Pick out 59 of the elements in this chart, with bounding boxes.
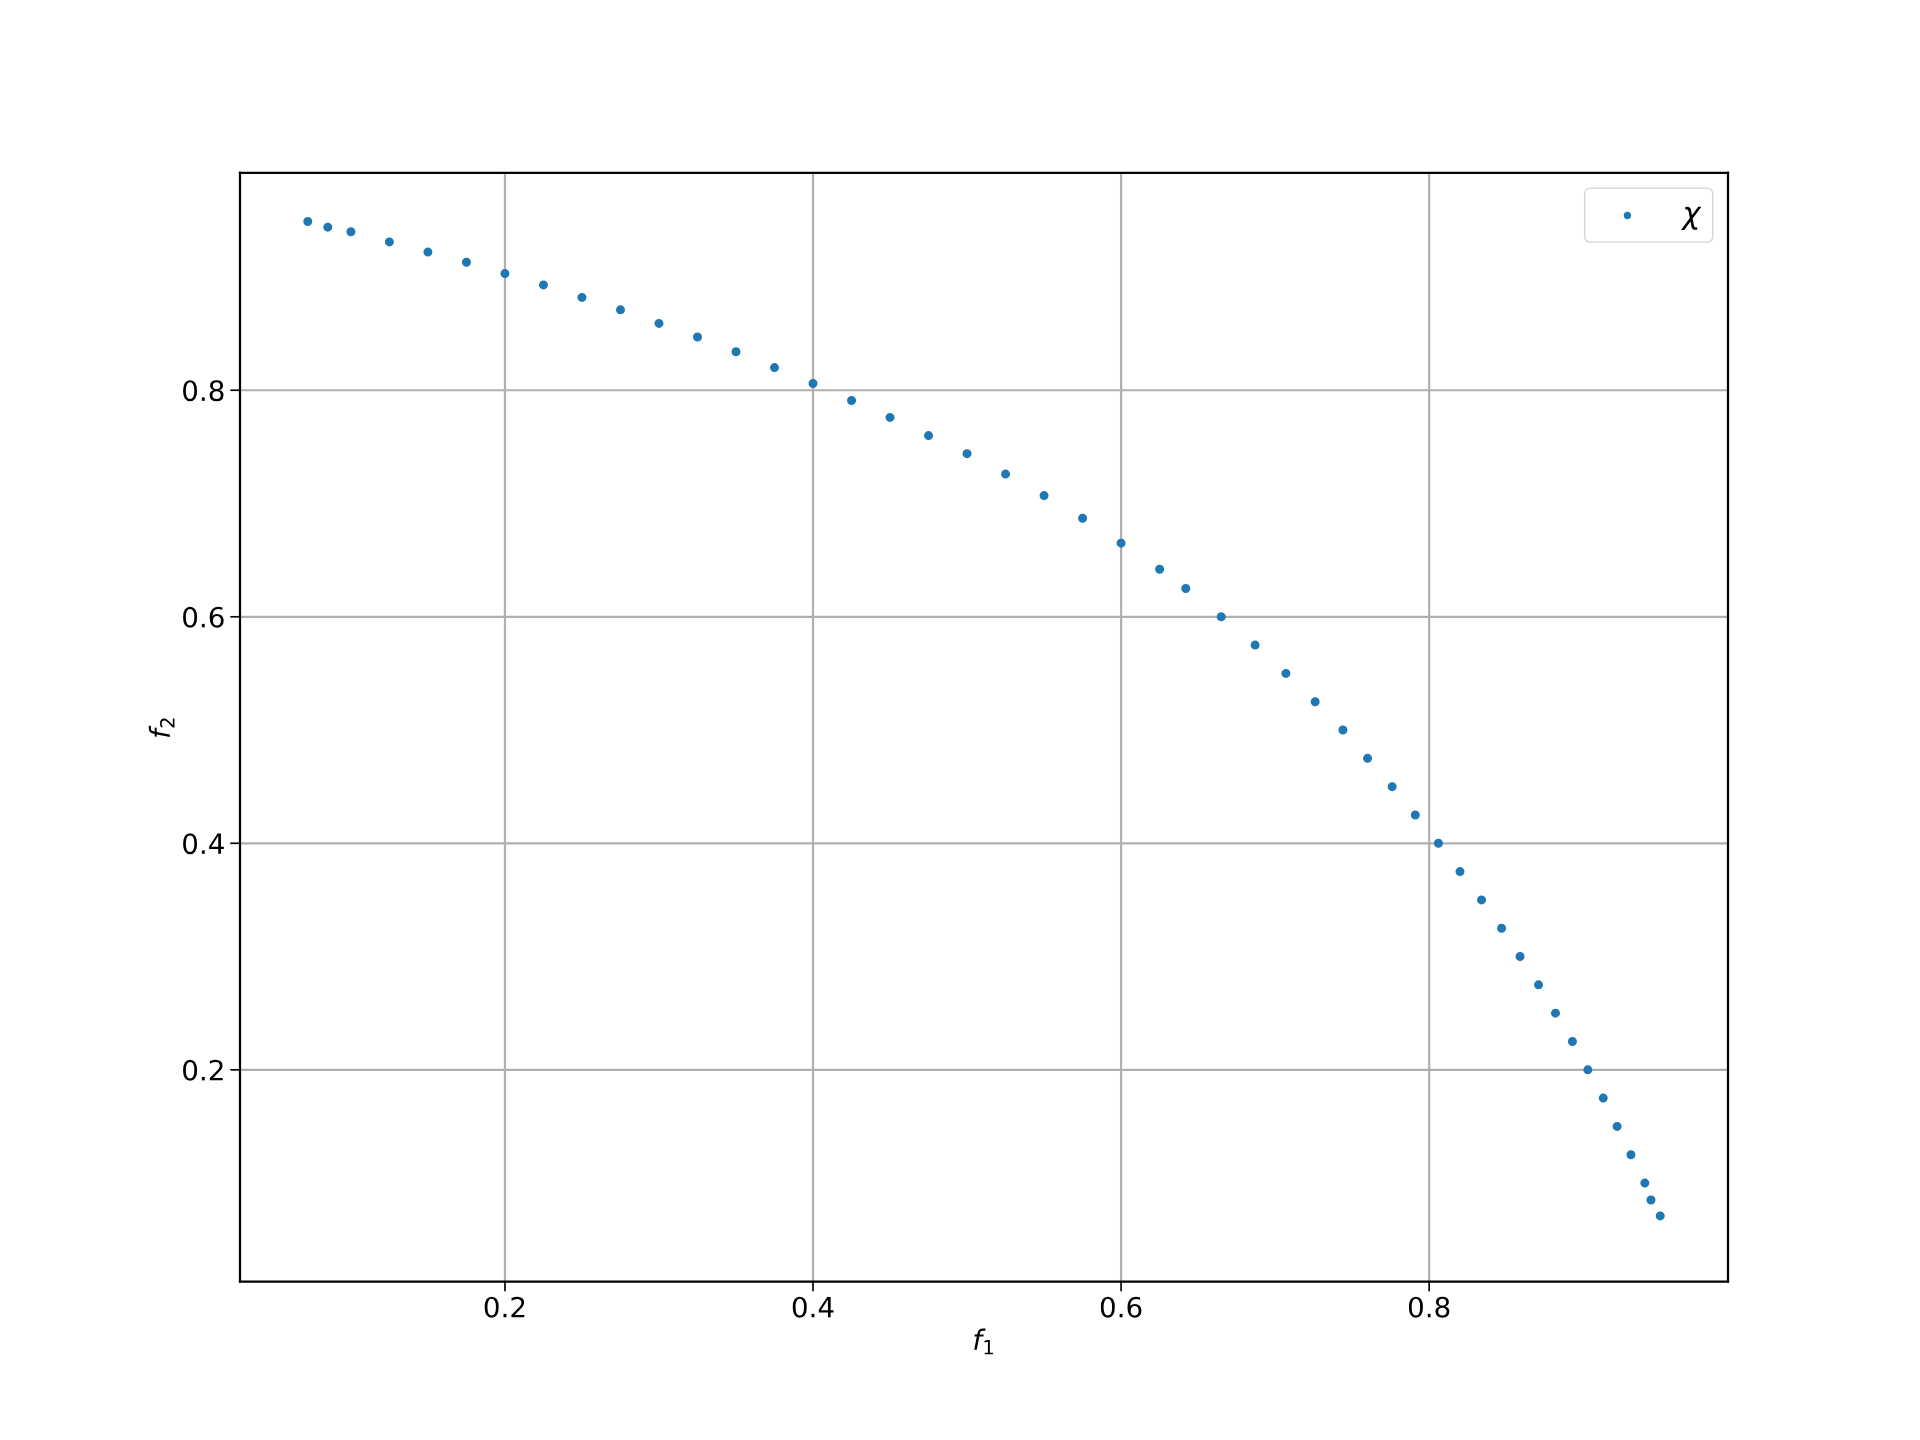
point xyxy=(1001,469,1011,479)
point xyxy=(847,395,857,405)
x-tick-label: 0.2 xyxy=(484,1296,525,1318)
point xyxy=(538,280,548,290)
point xyxy=(731,347,741,357)
point xyxy=(1583,1065,1593,1075)
point xyxy=(461,257,471,267)
point xyxy=(1497,923,1507,933)
point xyxy=(1646,1195,1656,1205)
point xyxy=(1598,1093,1608,1103)
point xyxy=(885,412,895,422)
point xyxy=(1477,895,1487,905)
x-tick-label: 0.6 xyxy=(1100,1296,1142,1318)
x-tick-label: 0.4 xyxy=(792,1296,834,1318)
point xyxy=(1078,513,1088,523)
point xyxy=(1387,782,1397,792)
point xyxy=(1338,725,1348,735)
point xyxy=(1039,491,1049,501)
point xyxy=(1181,583,1191,593)
point xyxy=(346,227,356,237)
y-axis-title: f$_{2}$ xyxy=(148,718,175,737)
y-tick-label: 0.2 xyxy=(183,1059,223,1081)
point xyxy=(654,318,664,328)
y-tick-label: 0.8 xyxy=(183,380,224,402)
point xyxy=(577,292,587,302)
x-tick-label: 0.8 xyxy=(1408,1296,1450,1318)
point xyxy=(962,449,972,459)
point xyxy=(1515,952,1525,962)
point xyxy=(1626,1150,1636,1160)
point xyxy=(692,332,702,342)
point xyxy=(1363,753,1373,763)
point xyxy=(770,363,780,373)
point xyxy=(1216,612,1226,622)
point xyxy=(1567,1036,1577,1046)
point xyxy=(303,217,313,227)
point xyxy=(423,247,433,257)
point xyxy=(1281,668,1291,678)
point xyxy=(1534,980,1544,990)
point xyxy=(808,378,818,388)
x-axis-title: f$_{1}$ xyxy=(974,1328,993,1355)
point xyxy=(323,222,333,232)
y-tick-label: 0.6 xyxy=(183,606,224,628)
point xyxy=(924,431,934,441)
point xyxy=(1250,640,1260,650)
point xyxy=(1455,867,1465,877)
point xyxy=(500,269,510,279)
point xyxy=(1550,1008,1560,1018)
point xyxy=(1433,838,1443,848)
point xyxy=(384,237,394,247)
point xyxy=(1612,1121,1622,1131)
point xyxy=(1410,810,1420,820)
point xyxy=(1310,697,1320,707)
point xyxy=(1155,564,1165,574)
point xyxy=(1640,1178,1650,1188)
point xyxy=(615,305,625,315)
y-tick-label: 0.4 xyxy=(183,833,224,855)
point xyxy=(1655,1211,1665,1221)
legend-label: χ xyxy=(1681,206,1702,230)
point xyxy=(1116,538,1126,548)
